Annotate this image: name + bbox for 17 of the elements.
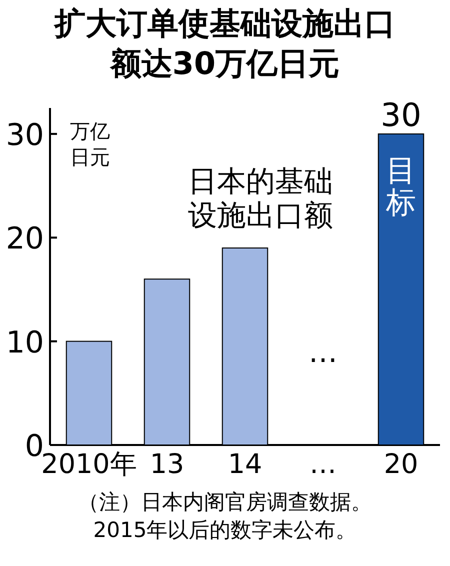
annotation: 目标	[385, 154, 416, 221]
y-axis-title: 万亿日元	[70, 119, 110, 169]
y-tick-label: 20	[6, 222, 44, 257]
x-tick-label: 14	[228, 449, 262, 480]
text: 2015年以后的数字未公布。	[92, 517, 358, 544]
data-label: 30	[380, 96, 422, 134]
annotation: 日本的基础设施出口额	[188, 164, 334, 232]
x-tick-label: …	[310, 449, 336, 480]
annotation: …	[308, 335, 338, 370]
y-tick-label: 30	[6, 118, 44, 153]
chart-title: 扩大订单使基础设施出口额达30万亿日元	[52, 5, 396, 84]
x-tick-label: 20	[384, 449, 418, 480]
y-tick-label: 10	[6, 325, 44, 360]
text: （注）日本内阁官房调查数据。	[77, 489, 373, 516]
x-tick-label: 2010年	[41, 449, 137, 480]
x-tick-label: 13	[150, 449, 184, 480]
y-tick-label: 0	[24, 429, 44, 464]
